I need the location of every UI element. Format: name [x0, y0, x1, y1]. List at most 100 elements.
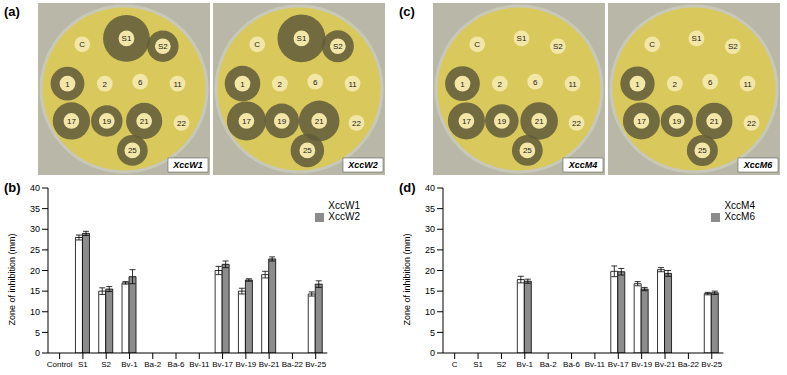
svg-text:40: 40 [30, 183, 40, 193]
svg-text:35: 35 [30, 204, 40, 214]
svg-text:10: 10 [30, 307, 40, 317]
svg-text:Bv-11: Bv-11 [189, 360, 210, 369]
svg-text:XccM4: XccM4 [568, 160, 598, 170]
svg-text:1: 1 [635, 80, 640, 89]
svg-text:Bv-19: Bv-19 [631, 360, 652, 369]
svg-text:2: 2 [673, 80, 678, 89]
svg-text:21: 21 [535, 117, 544, 126]
svg-text:1: 1 [65, 80, 70, 89]
svg-text:15: 15 [30, 286, 40, 296]
svg-text:11: 11 [568, 80, 577, 89]
svg-text:25: 25 [698, 146, 707, 155]
svg-text:30: 30 [425, 224, 435, 234]
html-text:(d): (d) [399, 180, 416, 195]
svg-text:17: 17 [462, 117, 471, 126]
svg-text:Zone of inhibition (mm): Zone of inhibition (mm) [402, 233, 412, 325]
svg-text:2: 2 [498, 80, 503, 89]
svg-text:6: 6 [138, 78, 143, 87]
svg-text:25: 25 [523, 146, 532, 155]
svg-text:0: 0 [35, 348, 40, 358]
svg-text:6: 6 [313, 78, 318, 87]
svg-text:Ba-2: Ba-2 [144, 360, 161, 369]
svg-text:21: 21 [710, 117, 719, 126]
svg-text:22: 22 [572, 119, 581, 128]
svg-text:C: C [649, 40, 655, 49]
svg-text:Bv-25: Bv-25 [701, 360, 722, 369]
svg-text:21: 21 [315, 117, 324, 126]
svg-text:S1: S1 [692, 34, 702, 43]
svg-text:Zone of inhibition (mm): Zone of inhibition (mm) [7, 233, 17, 325]
svg-text:22: 22 [747, 119, 756, 128]
svg-text:25: 25 [425, 245, 435, 255]
svg-text:11: 11 [743, 80, 752, 89]
svg-text:S1: S1 [297, 34, 307, 43]
svg-text:Ba-22: Ba-22 [678, 360, 700, 369]
svg-text:25: 25 [128, 146, 137, 155]
svg-text:19: 19 [497, 117, 506, 126]
svg-text:Bv-21: Bv-21 [259, 360, 280, 369]
svg-text:17: 17 [637, 117, 646, 126]
svg-text:22: 22 [177, 119, 186, 128]
svg-text:20: 20 [425, 266, 435, 276]
html-text:(b): (b) [4, 180, 21, 195]
svg-text:Bv-21: Bv-21 [655, 360, 676, 369]
svg-text:Bv-1: Bv-1 [121, 360, 138, 369]
svg-text:S1: S1 [517, 34, 527, 43]
svg-text:S2: S2 [101, 360, 111, 369]
svg-text:Bv-17: Bv-17 [212, 360, 233, 369]
svg-text:S2: S2 [553, 42, 563, 51]
svg-text:20: 20 [30, 266, 40, 276]
svg-text:11: 11 [173, 80, 182, 89]
svg-text:S2: S2 [158, 42, 168, 51]
svg-text:1: 1 [460, 80, 465, 89]
svg-text:2: 2 [103, 80, 108, 89]
svg-text:5: 5 [35, 328, 40, 338]
svg-text:40: 40 [425, 183, 435, 193]
svg-text:25: 25 [303, 146, 312, 155]
svg-text:C: C [79, 40, 85, 49]
svg-text:2: 2 [278, 80, 283, 89]
svg-text:S1: S1 [78, 360, 88, 369]
svg-text:Control: Control [47, 360, 73, 369]
svg-text:0: 0 [430, 348, 435, 358]
svg-text:Ba-2: Ba-2 [540, 360, 557, 369]
svg-text:Bv-17: Bv-17 [608, 360, 629, 369]
svg-text:19: 19 [102, 117, 111, 126]
svg-text:10: 10 [425, 307, 435, 317]
svg-text:Bv-1: Bv-1 [517, 360, 534, 369]
svg-text:19: 19 [277, 117, 286, 126]
svg-text:XccM6: XccM6 [743, 160, 774, 170]
svg-text:5: 5 [430, 328, 435, 338]
svg-text:30: 30 [30, 224, 40, 234]
svg-text:11: 11 [348, 80, 357, 89]
svg-text:C: C [254, 40, 260, 49]
svg-text:(a): (a) [4, 4, 20, 19]
svg-text:6: 6 [533, 78, 538, 87]
svg-text:XccW2: XccW2 [347, 160, 378, 170]
svg-text:(c): (c) [399, 4, 415, 19]
svg-text:Bv-25: Bv-25 [305, 360, 326, 369]
svg-text:1: 1 [240, 80, 245, 89]
svg-text:S2: S2 [497, 360, 507, 369]
svg-text:XccW1: XccW1 [172, 160, 203, 170]
svg-text:Bv-11: Bv-11 [585, 360, 606, 369]
svg-text:17: 17 [242, 117, 251, 126]
svg-text:Ba-6: Ba-6 [168, 360, 185, 369]
svg-text:S1: S1 [122, 34, 132, 43]
svg-text:S1: S1 [473, 360, 483, 369]
svg-text:C: C [474, 40, 480, 49]
svg-text:6: 6 [708, 78, 713, 87]
svg-text:S2: S2 [728, 42, 738, 51]
svg-text:17: 17 [67, 117, 76, 126]
svg-text:19: 19 [672, 117, 681, 126]
svg-text:21: 21 [140, 117, 149, 126]
svg-text:Bv-19: Bv-19 [235, 360, 256, 369]
svg-text:Ba-6: Ba-6 [563, 360, 580, 369]
svg-text:22: 22 [352, 119, 361, 128]
svg-text:25: 25 [30, 245, 40, 255]
svg-text:35: 35 [425, 204, 435, 214]
svg-text:S2: S2 [333, 42, 343, 51]
svg-text:C: C [452, 360, 458, 369]
svg-text:Ba-22: Ba-22 [282, 360, 304, 369]
svg-text:15: 15 [425, 286, 435, 296]
